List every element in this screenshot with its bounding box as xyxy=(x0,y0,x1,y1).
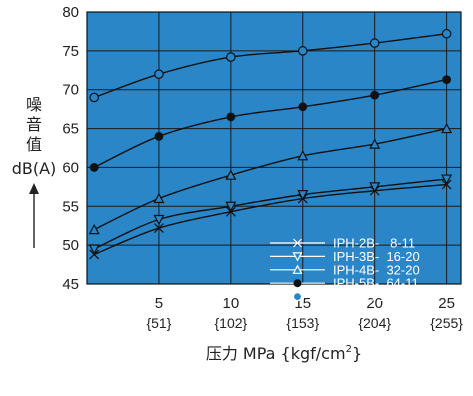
legend-marker-shape xyxy=(293,279,302,288)
series-3 xyxy=(88,122,453,235)
data-point xyxy=(369,182,381,193)
data-point xyxy=(441,122,453,134)
series-line xyxy=(93,127,447,231)
legend-marker xyxy=(292,292,303,302)
legend-marker xyxy=(292,252,303,262)
series-line xyxy=(93,183,447,256)
x-tick-sublabel: {153} xyxy=(286,315,319,331)
data-point xyxy=(226,52,236,62)
legend-item: IPH-6B-125-11 xyxy=(270,289,419,304)
series-line xyxy=(93,78,447,169)
x-tick-label: 25 xyxy=(438,295,455,312)
data-point xyxy=(153,214,165,226)
y-tick-label: 65 xyxy=(62,121,79,138)
legend-label: IPH-5B- 64-11 xyxy=(333,276,419,291)
data-point xyxy=(225,169,237,180)
plot-area xyxy=(87,12,461,284)
y-tick-label: 60 xyxy=(62,159,79,176)
data-point xyxy=(88,244,100,255)
data-point xyxy=(89,92,99,103)
x-tick-sublabel: {102} xyxy=(214,315,247,331)
series-4 xyxy=(89,75,452,172)
data-point xyxy=(153,223,164,233)
x-axis-title: 压力 MPa {kgf/cm2} xyxy=(206,344,362,363)
legend-marker-shape xyxy=(292,264,303,274)
data-point xyxy=(89,163,99,172)
legend-marker xyxy=(293,279,302,288)
series-line xyxy=(93,178,447,250)
data-point xyxy=(88,223,100,235)
y-axis-title-char-2: 音 xyxy=(26,115,42,134)
data-point xyxy=(369,138,381,149)
legend-marker-shape xyxy=(292,292,303,302)
y-axis-arrow-head xyxy=(29,183,39,194)
x-tick-sublabel: {255} xyxy=(430,315,463,331)
data-point xyxy=(225,201,237,213)
legend-label: IPH-2B- 8-11 xyxy=(333,236,415,251)
legend-item: IPH-4B- 32-20 xyxy=(270,262,420,277)
data-point xyxy=(297,149,309,161)
legend-label: IPH-4B- 32-20 xyxy=(333,262,420,277)
y-tick-labels: 45 50 55 60 65 70 75 80 xyxy=(62,4,79,293)
series-5 xyxy=(89,28,452,103)
legend-label: IPH-3B- 16-20 xyxy=(333,249,420,264)
legend-item: IPH-5B- 64-11 xyxy=(270,276,419,291)
x-tick-sublabel: {51} xyxy=(146,315,171,331)
y-tick-label: 45 xyxy=(62,276,79,293)
y-tick-label: 55 xyxy=(62,198,79,215)
x-tick-labels: 5{51}10{102}15{153}20{204}25{255} xyxy=(146,295,463,331)
y-tick-label: 70 xyxy=(62,82,79,99)
data-point xyxy=(153,192,165,204)
legend-marker-shape xyxy=(293,238,302,248)
series-2 xyxy=(88,174,453,255)
data-point xyxy=(297,190,309,201)
data-point xyxy=(370,90,380,100)
series-line xyxy=(93,33,447,99)
legend-marker xyxy=(292,264,303,274)
y-axis-title: 噪 音 值 dB(A) xyxy=(12,95,57,248)
series-group xyxy=(88,28,453,260)
data-point xyxy=(369,38,380,48)
data-point xyxy=(297,46,308,56)
legend-marker xyxy=(293,238,302,248)
data-point xyxy=(441,28,452,39)
data-point xyxy=(298,102,308,112)
data-point xyxy=(442,75,452,85)
legend-item: IPH-2B- 8-11 xyxy=(270,236,415,251)
y-tick-label: 50 xyxy=(62,237,79,254)
data-point xyxy=(154,69,164,79)
legend-label: IPH-6B-125-11 xyxy=(333,289,419,304)
data-point xyxy=(154,131,164,141)
data-point xyxy=(226,112,236,122)
legend-marker-shape xyxy=(292,252,303,262)
x-tick-label: 10 xyxy=(223,295,240,312)
y-tick-label: 75 xyxy=(62,43,79,60)
legend-item: IPH-3B- 16-20 xyxy=(270,249,420,264)
plot-border xyxy=(86,11,462,285)
y-axis-title-char-3: 值 xyxy=(26,135,42,154)
y-axis-unit: dB(A) xyxy=(12,159,57,178)
x-tick-label: 20 xyxy=(366,295,383,312)
x-tick-sublabel: {204} xyxy=(358,315,391,331)
data-point xyxy=(441,174,453,185)
y-tick-label: 80 xyxy=(62,4,79,21)
x-tick-label: 5 xyxy=(155,295,163,312)
y-axis-title-char-1: 噪 xyxy=(26,95,42,114)
